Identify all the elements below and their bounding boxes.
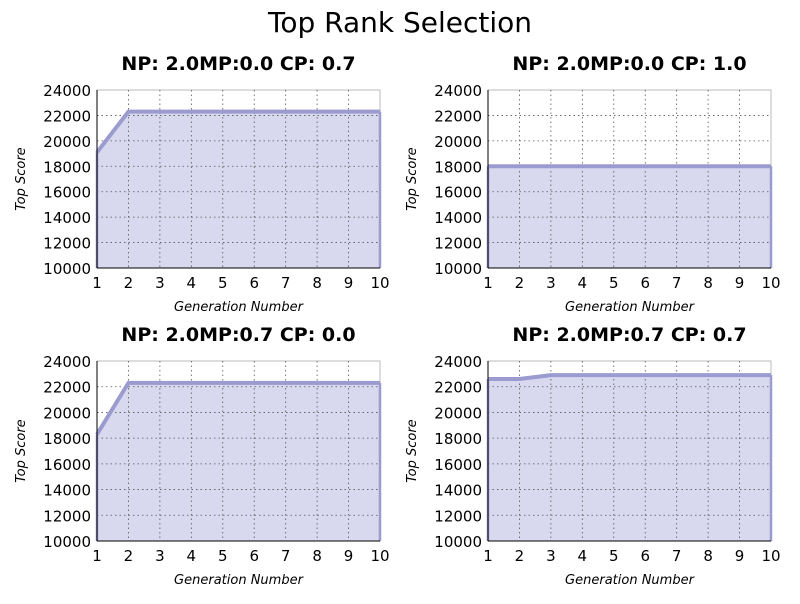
x-tick-label: 4: [187, 547, 197, 565]
x-tick-label: 1: [483, 547, 493, 565]
y-tick-label: 10000: [43, 533, 91, 551]
x-axis-label: Generation Number: [565, 573, 696, 588]
y-tick-label: 10000: [434, 533, 482, 551]
x-tick-label: 3: [155, 274, 165, 292]
x-tick-label: 4: [187, 274, 197, 292]
x-tick-label: 5: [609, 547, 619, 565]
subplot-title: NP: 2.0MP:0.7 CP: 0.7: [512, 324, 746, 346]
x-tick-label: 9: [735, 274, 745, 292]
x-tick-label: 8: [312, 274, 322, 292]
x-tick-label: 5: [609, 274, 619, 292]
y-tick-label: 16000: [434, 456, 482, 474]
x-tick-label: 5: [218, 274, 228, 292]
y-tick-label: 12000: [434, 235, 482, 253]
series-line: [488, 373, 771, 381]
y-tick-label: 14000: [434, 482, 482, 500]
y-tick-label: 14000: [434, 209, 482, 227]
y-tick-label: 20000: [43, 404, 91, 422]
y-tick-label: 22000: [434, 379, 482, 397]
y-tick-label: 20000: [434, 404, 482, 422]
y-tick-label: 20000: [434, 133, 482, 151]
x-tick-label: 1: [92, 547, 102, 565]
x-tick-label: 3: [546, 547, 556, 565]
y-tick-label: 14000: [43, 482, 91, 500]
y-tick-label: 16000: [43, 184, 91, 202]
x-tick-label: 6: [249, 274, 259, 292]
y-axis-label: Top Score: [14, 147, 29, 210]
series-line: [95, 109, 380, 154]
x-tick-label: 2: [515, 547, 525, 565]
x-tick-label: 10: [370, 547, 389, 565]
x-tick-label: 9: [344, 547, 354, 565]
x-tick-label: 4: [578, 274, 588, 292]
y-axis-label: Top Score: [405, 419, 420, 482]
y-tick-label: 14000: [43, 209, 91, 227]
x-tick-label: 2: [124, 547, 134, 565]
y-tick-label: 10000: [434, 260, 482, 278]
y-tick-label: 18000: [43, 430, 91, 448]
x-axis-label: Generation Number: [565, 300, 696, 315]
x-tick-label: 7: [281, 547, 291, 565]
series-line: [95, 380, 380, 436]
y-tick-label: 12000: [434, 507, 482, 525]
subplot-title: NP: 2.0MP:0.7 CP: 0.0: [121, 324, 355, 346]
subplot-2: 1 2 3 4 5 6 7 8 9 10 10000 12000 14000 16000 18000 2000…: [405, 53, 781, 315]
x-tick-label: 8: [312, 547, 322, 565]
y-tick-label: 20000: [43, 133, 91, 151]
series-area: [488, 166, 771, 268]
y-tick-label: 18000: [434, 158, 482, 176]
x-tick-label: 10: [761, 274, 780, 292]
x-tick-label: 1: [92, 274, 102, 292]
x-tick-label: 6: [640, 547, 650, 565]
x-tick-label: 3: [155, 547, 165, 565]
y-tick-label: 12000: [43, 507, 91, 525]
subplot-title: NP: 2.0MP:0.0 CP: 1.0: [512, 53, 746, 75]
x-tick-label: 8: [703, 547, 713, 565]
y-tick-label: 16000: [43, 456, 91, 474]
x-tick-label: 7: [672, 274, 682, 292]
subplot-4: 1 2 3 4 5 6 7 8 9 10 10000 12000 14000 16000 18000 2000…: [405, 324, 781, 588]
y-tick-label: 22000: [43, 379, 91, 397]
x-tick-label: 4: [578, 547, 588, 565]
y-axis-label: Top Score: [405, 147, 420, 210]
x-tick-label: 9: [735, 547, 745, 565]
y-tick-label: 18000: [43, 158, 91, 176]
x-tick-label: 1: [483, 274, 493, 292]
x-tick-label: 3: [546, 274, 556, 292]
y-tick-label: 10000: [43, 260, 91, 278]
x-tick-label: 10: [370, 274, 389, 292]
x-tick-label: 8: [703, 274, 713, 292]
x-tick-label: 5: [218, 547, 228, 565]
y-tick-label: 18000: [434, 430, 482, 448]
x-tick-label: 9: [344, 274, 354, 292]
x-tick-label: 7: [281, 274, 291, 292]
subplot-3: 1 2 3 4 5 6 7 8 9 10 10000 12000 14000 16000 18000 2000…: [14, 324, 390, 588]
y-tick-label: 12000: [43, 235, 91, 253]
x-tick-label: 6: [249, 547, 259, 565]
series-area: [488, 375, 771, 541]
y-tick-label: 24000: [434, 353, 482, 371]
x-tick-label: 6: [640, 274, 650, 292]
x-tick-label: 2: [124, 274, 134, 292]
x-tick-label: 10: [761, 547, 780, 565]
x-axis-label: Generation Number: [174, 300, 305, 315]
series-area: [97, 382, 380, 541]
y-tick-label: 16000: [434, 184, 482, 202]
y-tick-label: 24000: [43, 353, 91, 371]
y-axis-label: Top Score: [14, 419, 29, 482]
y-tick-label: 22000: [43, 107, 91, 125]
x-tick-label: 7: [672, 547, 682, 565]
y-tick-label: 24000: [434, 82, 482, 100]
series-area: [97, 111, 380, 268]
x-tick-label: 2: [515, 274, 525, 292]
y-tick-label: 24000: [43, 82, 91, 100]
y-tick-label: 22000: [434, 107, 482, 125]
figure-title: Top Rank Selection: [267, 6, 533, 39]
x-axis-label: Generation Number: [174, 573, 305, 588]
subplot-1: 1 2 3 4 5 6 7 8 9 10 10000 12000 14000 16000 18000 2000…: [14, 53, 390, 315]
subplot-title: NP: 2.0MP:0.0 CP: 0.7: [121, 53, 355, 75]
